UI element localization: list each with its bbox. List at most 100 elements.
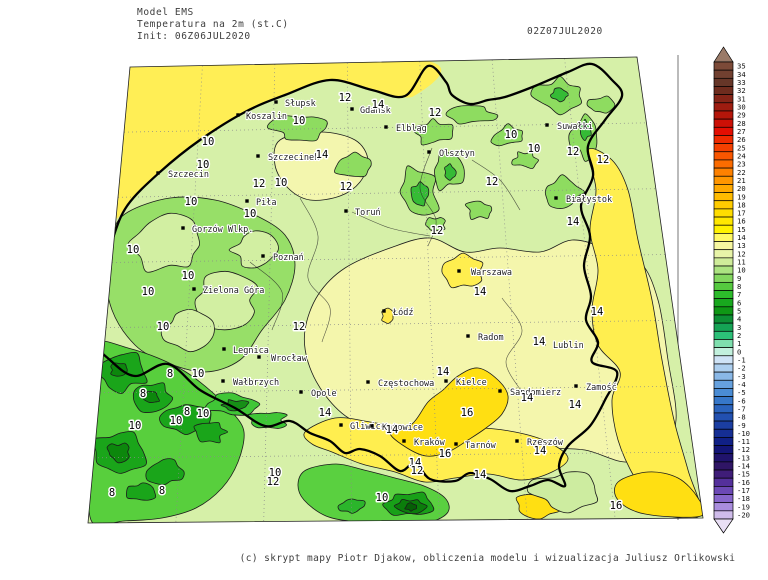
colorbar-tick-label: 29 — [737, 111, 746, 120]
colorbar-tick-label: 10 — [737, 266, 746, 275]
city-label: Elbląg — [396, 124, 427, 134]
city-label: Gorzów Wlkp. — [192, 224, 253, 235]
temp-label: 12 — [293, 321, 306, 333]
colorbar-tick-label: 34 — [737, 70, 746, 79]
colorbar-segment — [713, 241, 734, 251]
city-marker — [192, 287, 196, 291]
isotherm-region — [413, 118, 454, 146]
colorbar-segment — [713, 167, 734, 177]
city-label: Zamość — [586, 382, 617, 393]
colorbar-segment — [713, 118, 734, 128]
temp-label: 10 — [269, 467, 282, 479]
colorbar-segment — [713, 388, 734, 397]
temp-label: 14 — [534, 445, 547, 457]
city-marker — [261, 254, 265, 258]
init-time: Init: 06Z06JUL2020 — [137, 31, 251, 42]
colorbar-tick-label: -15 — [737, 470, 750, 479]
temp-label: 10 — [202, 136, 215, 148]
colorbar-tick-label: 14 — [737, 233, 746, 242]
city-label: Olsztyn — [439, 149, 475, 159]
province-border-line — [471, 159, 521, 211]
city-marker — [554, 196, 558, 200]
temp-label: 14 — [386, 424, 399, 436]
isotherm-region — [106, 442, 130, 464]
colorbar-tick-label: 17 — [737, 209, 746, 218]
city-label: Toruń — [355, 208, 381, 218]
colorbar-tick-label: 7 — [737, 290, 741, 299]
city-marker — [274, 100, 278, 104]
city-marker — [366, 380, 370, 384]
colorbar-segment — [713, 445, 734, 455]
graticule-line — [99, 385, 685, 394]
city-marker — [498, 389, 502, 393]
city-label: Szczecinek — [268, 153, 319, 163]
temp-label: 12 — [486, 176, 499, 188]
colorbar-tick-label: 5 — [737, 307, 741, 316]
colorbar-segment — [713, 249, 734, 259]
colorbar-tick-label: -3 — [737, 372, 746, 381]
colorbar-segment — [713, 77, 734, 87]
isotherm-region — [550, 87, 569, 103]
colorbar-segment — [713, 298, 734, 308]
city-label: Wrocław — [271, 354, 308, 364]
parameter-title: Temperatura na 2m (st.C) — [137, 19, 289, 30]
colorbar-segment — [713, 110, 734, 120]
isotherm-region — [337, 498, 366, 514]
valid-time: 02Z07JUL2020 — [527, 26, 603, 37]
colorbar-segment — [713, 126, 734, 136]
colorbar-segment — [713, 355, 734, 365]
temp-label: 12 — [339, 92, 352, 104]
isotherm-region — [160, 308, 215, 353]
colorbar-tick-label: -2 — [737, 364, 746, 373]
city-label: Koszalin — [246, 112, 287, 122]
colorbar-segment — [713, 453, 734, 463]
city-marker — [466, 334, 470, 338]
colorbar-segment — [713, 184, 734, 193]
temp-label: 12 — [597, 154, 610, 166]
city-label: Kielce — [456, 378, 487, 388]
colorbar-tick-label: 11 — [737, 258, 746, 267]
temp-label: 8 — [159, 485, 165, 497]
city-label: Radom — [478, 333, 504, 343]
colorbar-tick-label: 35 — [737, 62, 746, 71]
city-marker — [339, 423, 343, 427]
colorbar-segment — [713, 420, 734, 430]
temp-label: 14 — [409, 457, 422, 469]
city-marker — [156, 171, 160, 175]
temp-label: 14 — [591, 306, 604, 318]
isotherm-region — [614, 471, 703, 518]
colorbar-segment — [713, 151, 734, 161]
province-border-line — [419, 147, 437, 247]
temp-label: 14 — [372, 99, 385, 111]
colorbar-tick-label: -9 — [737, 421, 746, 430]
city-marker — [257, 355, 261, 359]
temp-label: 8 — [167, 368, 173, 380]
colorbar-segment — [713, 396, 734, 406]
colorbar-segment — [713, 135, 734, 144]
isotherm-region — [110, 362, 128, 377]
isotherm-region — [194, 270, 258, 331]
isotherm-region — [404, 502, 418, 512]
city-marker — [427, 150, 431, 154]
colorbar-segment — [713, 494, 734, 504]
graticule-line — [263, 64, 276, 522]
colorbar-tick-label: 1 — [737, 339, 741, 348]
temp-label: 8 — [140, 388, 146, 400]
graticule-line — [117, 188, 656, 198]
city-marker — [245, 199, 249, 203]
temp-label: 12 — [340, 181, 353, 193]
city-marker — [444, 379, 448, 383]
temp-label: 16 — [439, 448, 452, 460]
city-marker — [181, 226, 185, 230]
city-marker — [384, 125, 388, 129]
city-marker — [402, 439, 406, 443]
city-label: Gliwice — [350, 422, 386, 432]
graticule-line — [111, 254, 666, 263]
colorbar-segment — [713, 314, 734, 324]
city-label: Lublin — [553, 341, 584, 351]
isotherm-region — [578, 118, 592, 141]
city-marker — [370, 424, 374, 428]
colorbar-segment — [713, 192, 734, 202]
colorbar-segment — [713, 273, 734, 283]
colorbar-tick-label: -17 — [737, 486, 750, 495]
